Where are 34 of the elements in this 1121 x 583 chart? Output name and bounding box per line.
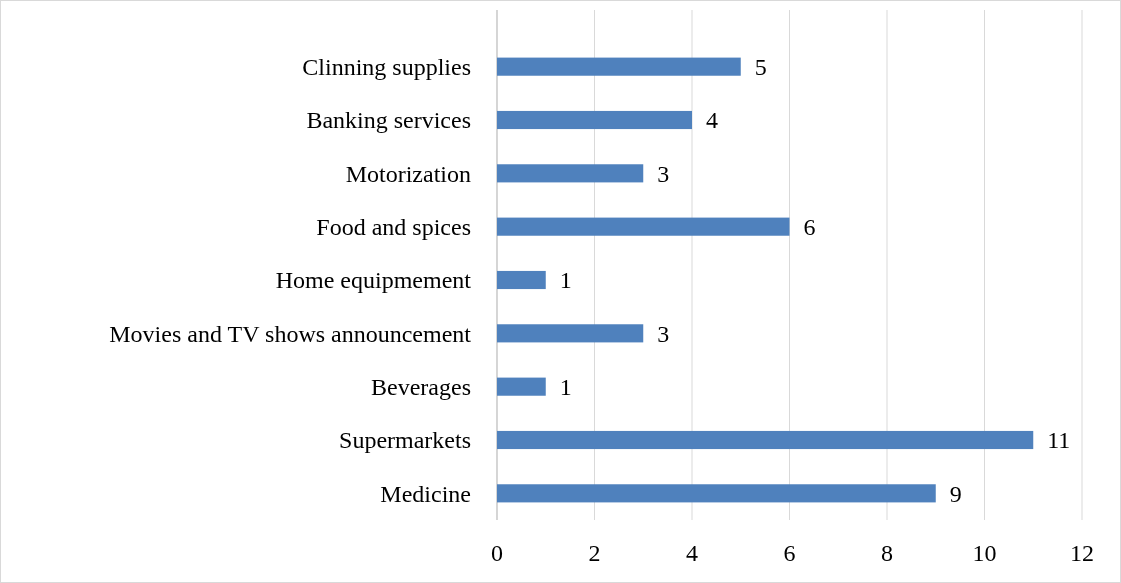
- x-tick-label: 6: [783, 540, 796, 566]
- bar: [497, 110, 692, 130]
- bar: [497, 217, 790, 236]
- y-tick-label: Food and spices: [316, 214, 471, 241]
- bar: [497, 164, 644, 183]
- y-tick-label: Clinning supplies: [302, 54, 471, 81]
- data-label: 9: [949, 480, 962, 507]
- x-tick-label: 8: [881, 540, 893, 566]
- bar: [497, 270, 546, 290]
- x-tick-label: 2: [588, 540, 601, 566]
- y-tick-label: Medicine: [380, 480, 471, 507]
- bar: [497, 377, 546, 396]
- data-label: 1: [559, 374, 572, 401]
- bar: [497, 484, 936, 503]
- data-label: 4: [706, 107, 718, 134]
- bar: [497, 324, 644, 343]
- bar: [497, 430, 1034, 450]
- y-tick-label: Beverages: [371, 374, 471, 401]
- x-tick-label: 0: [491, 540, 503, 566]
- data-label: 3: [657, 160, 670, 187]
- data-label: 1: [559, 267, 572, 294]
- y-tick-label: Motorization: [345, 160, 471, 187]
- data-label: 3: [657, 320, 670, 347]
- y-tick-label: Home equipmement: [275, 267, 472, 294]
- y-tick-label: Movies and TV shows announcement: [109, 320, 472, 347]
- x-tick-label: 12: [1070, 540, 1094, 566]
- x-tick-label: 10: [972, 540, 997, 566]
- x-tick-label: 4: [686, 540, 698, 566]
- data-label: 5: [754, 54, 767, 81]
- y-tick-label: Banking services: [306, 107, 471, 134]
- y-tick-label: Supermarkets: [339, 427, 471, 454]
- data-label: 11: [1047, 427, 1071, 454]
- data-label: 6: [803, 214, 816, 241]
- bar: [497, 57, 741, 76]
